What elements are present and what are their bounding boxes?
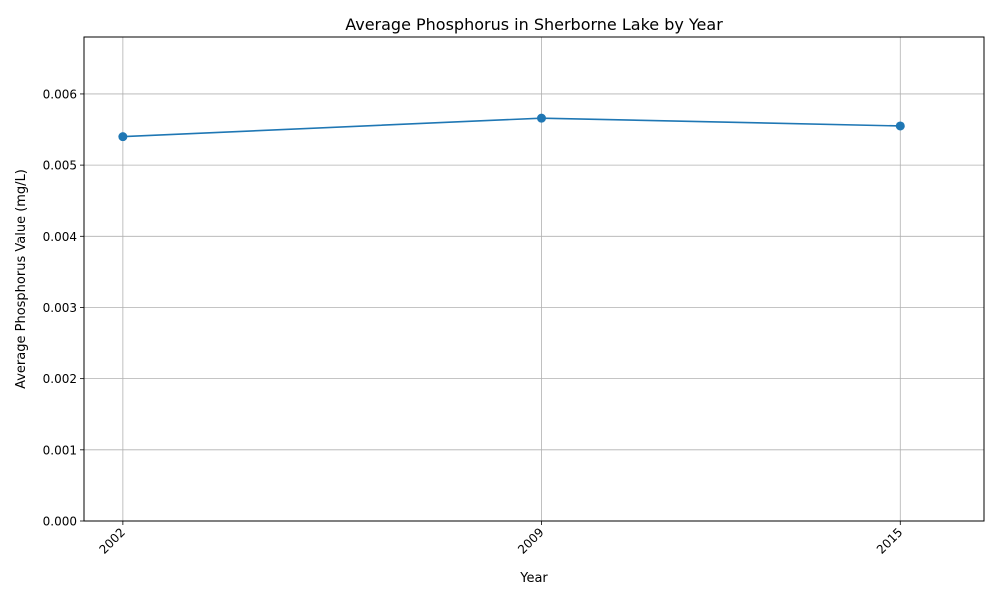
x-axis-ticks: 2002 2009 2015 — [96, 521, 905, 557]
x-tick-label: 2015 — [874, 525, 905, 556]
y-tick-label: 0.006 — [43, 87, 77, 101]
y-axis-ticks: 0.000 0.001 0.002 0.003 0.004 0.005 0.006 — [43, 87, 84, 529]
y-axis-label: Average Phosphorus Value (mg/L) — [14, 169, 29, 389]
y-tick-label: 0.002 — [43, 372, 77, 386]
x-tick-label: 2009 — [515, 525, 546, 556]
x-tick-label: 2002 — [96, 525, 127, 556]
y-tick-label: 0.004 — [43, 230, 77, 244]
series-layer — [118, 113, 905, 142]
data-point — [118, 132, 128, 142]
y-tick-label: 0.001 — [43, 443, 77, 457]
grid-lines — [84, 37, 984, 522]
y-tick-label: 0.003 — [43, 301, 77, 315]
chart-title: Average Phosphorus in Sherborne Lake by … — [345, 15, 723, 34]
y-tick-label: 0.005 — [43, 159, 77, 173]
x-axis-label: Year — [519, 571, 548, 586]
plot-frame — [83, 36, 985, 522]
data-point — [895, 121, 905, 131]
y-tick-label: 0.000 — [43, 515, 77, 529]
data-point — [536, 113, 546, 123]
series-line — [122, 117, 901, 138]
